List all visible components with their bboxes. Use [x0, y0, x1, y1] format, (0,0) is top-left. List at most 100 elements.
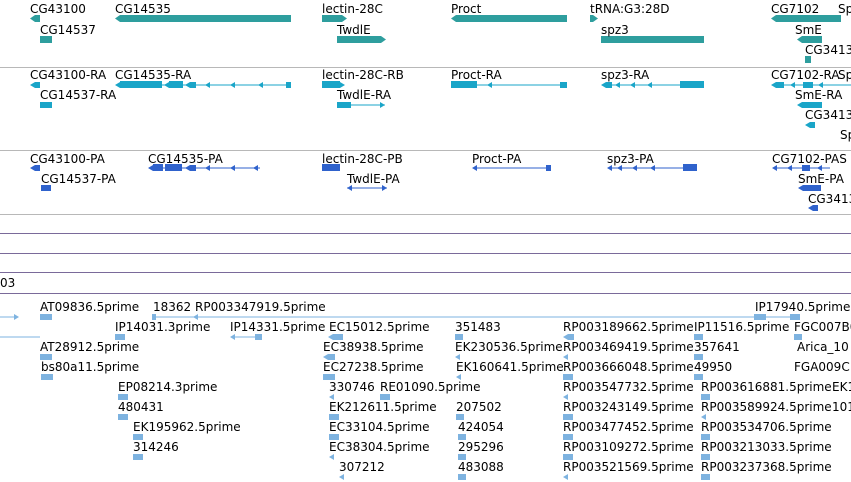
est-label[interactable]: EK230536.5prime: [455, 340, 563, 354]
strand-arrow[interactable]: [230, 82, 235, 88]
feature-block[interactable]: [35, 82, 40, 88]
transcript-glyphs[interactable]: [0, 68, 851, 150]
strand-arrow[interactable]: [798, 185, 803, 191]
est-label[interactable]: IP17940.5prime: [755, 300, 851, 314]
feature-block[interactable]: [133, 434, 143, 440]
est-label[interactable]: 314246: [133, 440, 179, 454]
feature-block[interactable]: [323, 374, 335, 380]
est-label[interactable]: 480431: [118, 400, 164, 414]
strand-arrow[interactable]: [30, 165, 35, 171]
est-label[interactable]: RP003347919.5prime: [195, 300, 326, 314]
strand-arrow[interactable]: [347, 185, 352, 191]
gene-label[interactable]: CG43100: [30, 2, 86, 16]
est-label[interactable]: RP003237368.5prime: [701, 460, 832, 474]
feature-block[interactable]: [329, 414, 339, 420]
est-label[interactable]: AT09836.5prime: [40, 300, 140, 314]
strand-arrow[interactable]: [456, 374, 461, 380]
strand-arrow[interactable]: [808, 205, 813, 211]
feature-block[interactable]: [35, 15, 40, 22]
feature-block[interactable]: [563, 434, 573, 440]
feature-block[interactable]: [455, 334, 463, 340]
gene-label[interactable]: CG3413: [805, 43, 851, 57]
strand-arrow[interactable]: [790, 82, 795, 88]
est-label[interactable]: RP003616881.5prime: [701, 380, 832, 394]
feature-block[interactable]: [701, 394, 710, 400]
strand-arrow[interactable]: [230, 334, 235, 340]
strand-arrow[interactable]: [615, 82, 620, 88]
feature-block[interactable]: [380, 394, 390, 400]
est-label[interactable]: bs80a11.5prime: [41, 360, 140, 374]
strand-arrow[interactable]: [14, 314, 19, 320]
feature-block[interactable]: [40, 36, 52, 43]
feature-block[interactable]: [118, 414, 128, 420]
est-label[interactable]: 101: [832, 400, 851, 414]
est-label[interactable]: EC27238.5prime: [323, 360, 424, 374]
est-label[interactable]: EC38304.5prime: [329, 440, 430, 454]
strand-arrow[interactable]: [185, 82, 190, 88]
feature-block[interactable]: [115, 334, 125, 340]
gene-label[interactable]: Sp: [838, 2, 851, 16]
strand-arrow[interactable]: [797, 102, 802, 108]
feature-block[interactable]: [169, 81, 183, 88]
feature-block[interactable]: [805, 56, 811, 63]
est-label[interactable]: 424054: [458, 420, 504, 434]
est-label[interactable]: 351483: [455, 320, 501, 334]
feature-block[interactable]: [601, 36, 704, 43]
feature-block[interactable]: [701, 434, 710, 440]
feature-block[interactable]: [40, 354, 52, 360]
strand-arrow[interactable]: [342, 15, 347, 22]
est-label[interactable]: EK1: [832, 380, 851, 394]
polypeptide-label[interactable]: CG43100-PA: [30, 152, 105, 166]
feature-block[interactable]: [802, 165, 810, 171]
transcript-label[interactable]: spz3-RA: [601, 68, 650, 82]
strand-arrow[interactable]: [563, 354, 568, 360]
feature-block[interactable]: [451, 81, 477, 88]
est-label[interactable]: 207502: [456, 400, 502, 414]
feature-block[interactable]: [568, 334, 574, 340]
est-label[interactable]: EC15012.5prime: [329, 320, 430, 334]
polypeptide-label[interactable]: lectin-28C-PB: [322, 152, 403, 166]
feature-block[interactable]: [680, 81, 704, 88]
est-label[interactable]: 18362: [153, 300, 192, 314]
polypeptide-label[interactable]: CG7102-PAS: [772, 152, 847, 166]
feature-block[interactable]: [590, 15, 593, 22]
feature-block[interactable]: [322, 15, 342, 22]
feature-block[interactable]: [456, 414, 464, 420]
feature-block[interactable]: [803, 185, 821, 191]
feature-block[interactable]: [322, 164, 340, 171]
est-label[interactable]: IP14331.5prime: [230, 320, 326, 334]
transcript-label[interactable]: TwdlE-RA: [337, 88, 392, 102]
est-label[interactable]: RP003477452.5prime: [563, 420, 694, 434]
strand-arrow[interactable]: [563, 334, 568, 340]
est-label[interactable]: EK160641.5prime: [456, 360, 564, 374]
est-label[interactable]: RP003109272.5prime: [563, 440, 694, 454]
feature-block[interactable]: [802, 36, 822, 43]
transcript-label[interactable]: Sp: [838, 68, 851, 82]
gene-label[interactable]: CG14537: [40, 23, 96, 37]
feature-block[interactable]: [165, 164, 182, 171]
feature-block[interactable]: [790, 314, 800, 320]
feature-block[interactable]: [337, 102, 351, 108]
est-label[interactable]: IP11516.5prime: [694, 320, 790, 334]
strand-arrow[interactable]: [148, 165, 153, 171]
strand-arrow[interactable]: [563, 474, 568, 480]
feature-block[interactable]: [560, 82, 567, 88]
feature-block[interactable]: [337, 36, 381, 43]
strand-arrow[interactable]: [787, 165, 792, 171]
est-label[interactable]: EC33104.5prime: [329, 420, 430, 434]
est-label[interactable]: RP003534706.5prime: [701, 420, 832, 434]
est-label[interactable]: EP08214.3prime: [118, 380, 218, 394]
polypeptide-label[interactable]: SmE-PA: [798, 172, 844, 186]
est-label[interactable]: RP003189662.5prime: [563, 320, 694, 334]
polypeptide-label[interactable]: CG14537-PA: [41, 172, 116, 186]
est-label[interactable]: RP003547732.5prime: [563, 380, 694, 394]
feature-block[interactable]: [40, 314, 52, 320]
strand-arrow[interactable]: [382, 185, 387, 191]
est-label[interactable]: EC38938.5prime: [323, 340, 424, 354]
strand-arrow[interactable]: [30, 15, 35, 22]
transcript-label[interactable]: lectin-28C-RB: [322, 68, 404, 82]
est-glyphs[interactable]: [0, 294, 851, 482]
feature-block[interactable]: [190, 165, 196, 171]
feature-block[interactable]: [35, 165, 40, 171]
strand-arrow[interactable]: [205, 165, 210, 171]
